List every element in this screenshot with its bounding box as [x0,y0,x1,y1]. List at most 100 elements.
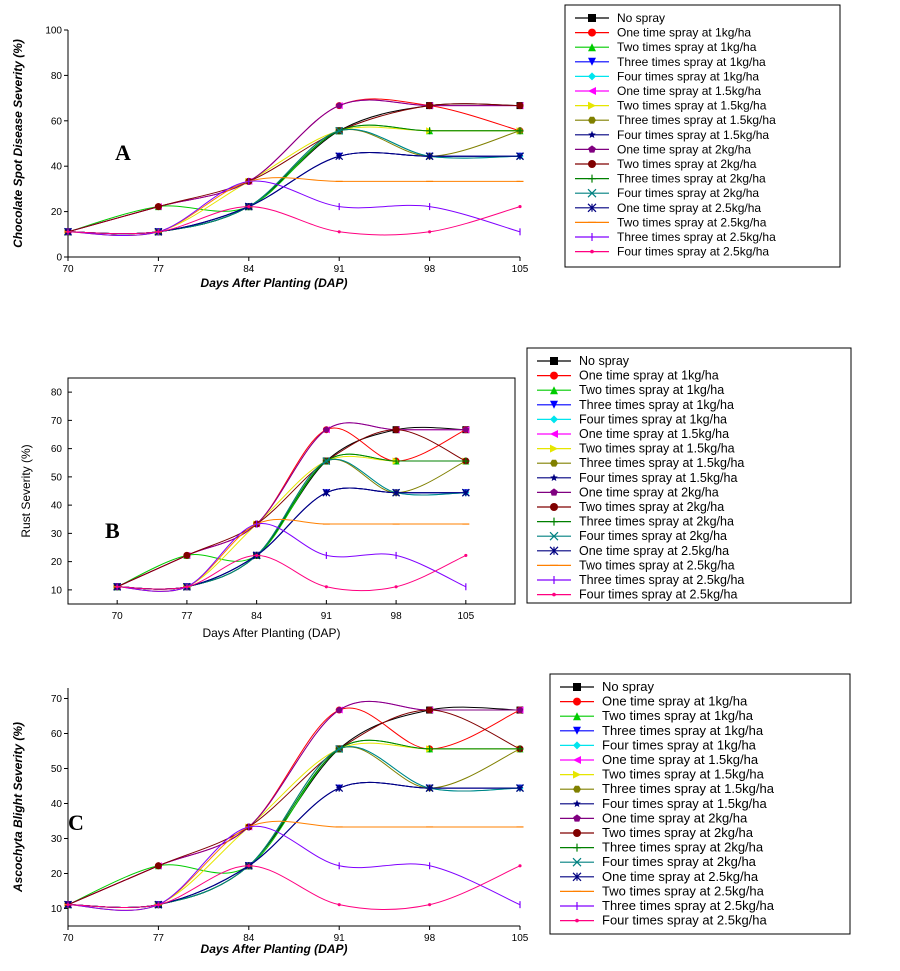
legend-marker [550,473,558,482]
legend-marker [588,130,596,139]
series-line [67,206,521,236]
legend-label: Two times spray at 1.5kg/ha [602,767,765,782]
data-point [428,903,432,907]
y-tick-label: 60 [51,116,63,127]
legend-label: One time spray at 1.5kg/ha [602,752,759,767]
series-line [67,152,520,235]
data-point [428,230,432,234]
x-tick-label: 91 [321,611,333,622]
legend-label: Two times spray at 1.5kg/ha [617,99,767,113]
y-axis-title: Ascochyta Blight Severity (%) [11,722,25,893]
data-point [66,903,70,907]
panel-label: A [115,140,131,165]
legend-label: Four times spray at 1kg/ha [602,737,757,752]
x-tick-label: 77 [153,933,165,944]
y-tick-label: 20 [51,207,63,218]
legend-label: No spray [617,11,665,25]
legend-label: Two times spray at 2kg/ha [602,825,754,840]
x-axis-title: Days After Planting (DAP) [202,626,340,640]
legend-label: Two times spray at 2kg/ha [617,157,757,171]
y-tick-label: 10 [51,585,63,596]
x-tick-label: 105 [512,933,529,944]
legend-marker [550,430,558,438]
data-point [516,102,524,110]
legend-marker [587,203,597,213]
data-point [335,784,344,793]
y-tick-label: 30 [51,529,63,540]
legend-marker [573,756,581,764]
data-point [322,488,331,497]
y-tick-label: 80 [51,388,63,399]
legend-label: Four times spray at 1kg/ha [617,69,759,83]
legend-label: Four times spray at 1.5kg/ha [617,128,769,142]
legend-label: Three times spray at 2kg/ha [602,840,764,855]
x-tick-label: 98 [391,611,403,622]
y-tick-label: 20 [51,557,63,568]
legend-label: No spray [579,354,630,368]
data-point [426,102,434,110]
x-axis-title: Days After Planting (DAP) [201,942,348,956]
data-point [185,585,189,589]
legend-marker [588,116,596,124]
data-point [518,205,522,209]
series-line [117,487,466,590]
legend-label: No spray [602,679,655,694]
x-tick-label: 105 [457,611,474,622]
series-line [67,781,520,909]
data-point [516,706,524,713]
data-point [66,230,70,234]
x-tick-label: 70 [62,933,74,944]
plot-frame [67,377,516,605]
x-tick-label: 70 [62,264,74,275]
legend-label: Four times spray at 2kg/ha [617,186,759,200]
y-axis-title: Chocolate Spot Disease Severity (%) [11,39,25,248]
legend-box [526,347,852,604]
series-line [117,554,467,592]
data-point [335,744,344,753]
series-line [67,781,520,909]
legend-label: Four times spray at 2.5kg/ha [602,913,768,928]
legend-marker [588,14,596,22]
data-point [426,127,434,135]
legend-marker [550,517,558,526]
series-line [67,781,520,909]
data-point [425,784,434,793]
legend-marker [588,43,596,52]
series-line [117,487,466,590]
data-point [154,862,162,870]
series-line [67,152,520,235]
y-tick-label: 10 [51,904,63,915]
x-tick-label: 77 [181,611,193,622]
legend-marker [573,814,581,822]
data-point [255,553,259,557]
legend-marker [588,87,596,95]
data-point [156,230,160,234]
legend-label: Two times spray at 2.5kg/ha [579,558,735,572]
legend-marker [550,459,558,467]
x-tick-label: 84 [243,933,255,944]
data-point [516,784,524,793]
legend-label: Two times spray at 2.5kg/ha [617,215,767,229]
legend-label: Three times spray at 2.5kg/ha [617,230,776,244]
legend-label: Three times spray at 1kg/ha [602,723,764,738]
legend-box [564,4,841,268]
series-line [116,429,467,588]
y-tick-label: 60 [51,729,63,740]
data-point [516,127,524,135]
legend-marker [587,188,597,198]
legend-label: Four times spray at 2.5kg/ha [617,245,769,259]
legend-label: Three times spray at 2kg/ha [617,172,766,186]
legend-marker [549,546,559,556]
legend-label: Three times spray at 1.5kg/ha [617,113,776,127]
panel-label: B [105,518,120,543]
legend-label: One time spray at 1.5kg/ha [579,427,729,441]
y-tick-label: 70 [51,416,63,427]
legend-marker [550,371,558,380]
data-point [518,864,522,868]
legend-marker [573,829,581,837]
legend-marker [573,799,581,808]
legend-marker [588,145,596,153]
legend-label: Four times spray at 1.5kg/ha [602,796,768,811]
legend-label: Three times spray at 1kg/ha [617,55,766,69]
series-line [117,487,466,590]
